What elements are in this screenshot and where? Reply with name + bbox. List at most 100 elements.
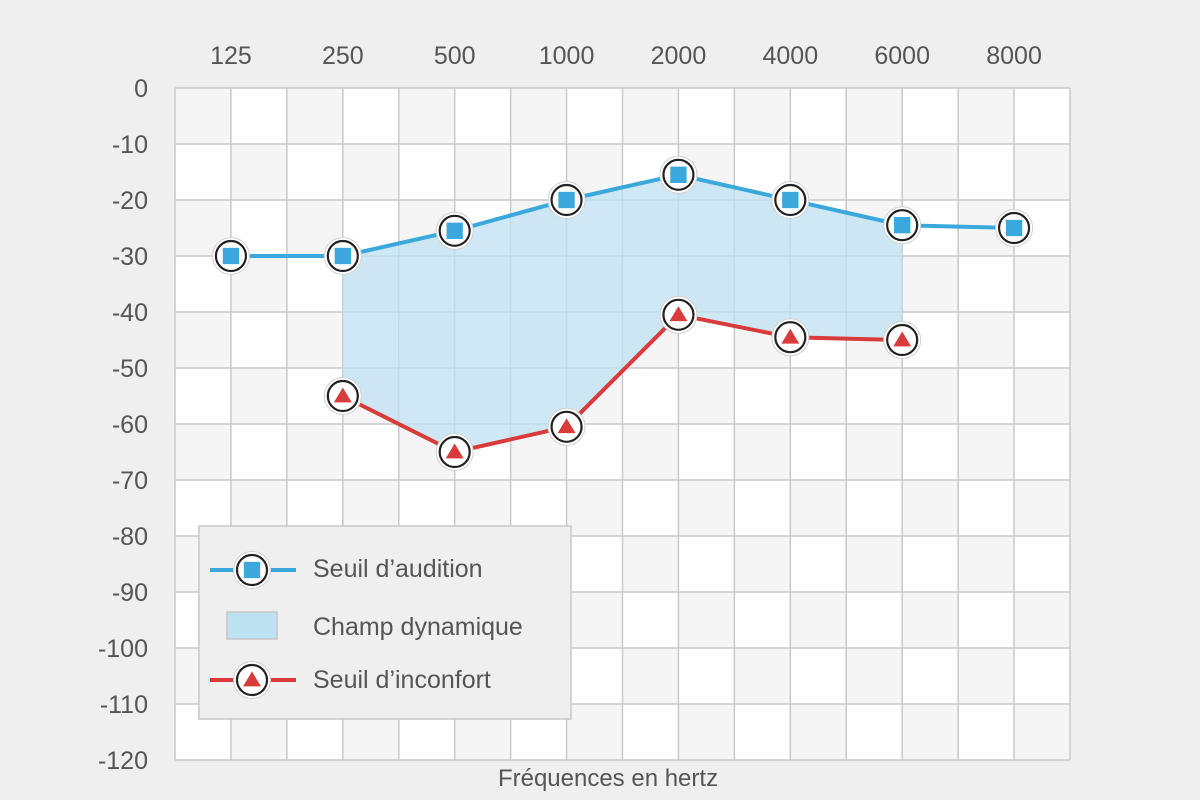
legend-label-dynamic-range: Champ dynamique [313, 613, 523, 641]
y-tick-label: -120 [98, 747, 148, 775]
grid-cell [902, 592, 959, 648]
y-tick-label: -40 [112, 299, 148, 327]
hearing-threshold-point [547, 181, 586, 219]
x-tick-label: 4000 [763, 42, 819, 70]
grid-cell [902, 480, 959, 536]
grid-cell [622, 88, 679, 144]
y-tick-label: -90 [112, 579, 148, 607]
grid-cell [454, 144, 511, 200]
discomfort-threshold-point [659, 295, 698, 334]
grid-cell [902, 368, 959, 424]
legend-label-hearing-threshold: Seuil d’audition [313, 555, 483, 583]
grid-cell [1014, 368, 1070, 424]
grid-cell [230, 144, 287, 200]
x-tick-label: 1000 [539, 42, 595, 70]
hearing-threshold-point [211, 237, 250, 275]
grid-cell [734, 648, 791, 704]
hearing-threshold-point [233, 551, 271, 589]
x-tick-label: 8000 [986, 42, 1042, 70]
legend-item-hearing-threshold [210, 551, 296, 589]
legend: Seuil d’audition Champ dynamique Seuil d… [198, 525, 572, 720]
grid-cell [790, 368, 847, 424]
grid-cell [790, 480, 847, 536]
grid-cell [622, 424, 679, 480]
hearing-threshold-point [883, 206, 922, 245]
grid-cell [790, 704, 847, 760]
grid-cell [734, 536, 791, 592]
grid-cell [678, 704, 735, 760]
hearing-threshold-point [995, 209, 1034, 247]
grid-cell [1014, 144, 1070, 200]
grid-cell [566, 592, 623, 648]
y-tick-label: -30 [112, 243, 148, 271]
hearing-threshold-point [435, 211, 474, 250]
legend-label-discomfort-threshold: Seuil d’inconfort [313, 666, 491, 694]
grid-cell [230, 368, 287, 424]
dynamic-range-area [342, 174, 903, 453]
y-tick-label: -100 [98, 635, 148, 663]
y-tick-label: -50 [112, 355, 148, 383]
grid-cell [958, 536, 1015, 592]
dynamic-range-fill [342, 174, 903, 453]
grid-cell [734, 88, 791, 144]
grid-cell [1014, 704, 1070, 760]
series-markers [211, 155, 1034, 471]
y-tick-label: -70 [112, 467, 148, 495]
hearing-threshold-point [323, 237, 362, 275]
legend-item-discomfort-threshold [210, 661, 296, 699]
grid-cell [958, 312, 1015, 368]
grid-cell [902, 704, 959, 760]
discomfort-threshold-point [883, 321, 922, 359]
grid-cell [398, 88, 455, 144]
grid-cell [1014, 592, 1070, 648]
x-axis-title: Fréquences en hertz [498, 765, 718, 792]
grid-cell [286, 88, 343, 144]
x-tick-label: 125 [210, 42, 252, 70]
grid-cell [678, 592, 735, 648]
grid-cell [958, 424, 1015, 480]
x-tick-label: 6000 [874, 42, 930, 70]
y-tick-label: 0 [134, 75, 148, 103]
hearing-threshold-point [659, 155, 698, 194]
discomfort-threshold-point [771, 318, 810, 357]
grid-cell [342, 144, 399, 200]
x-tick-label: 500 [434, 42, 476, 70]
legend-item-dynamic-range [226, 611, 278, 640]
grid-cell [958, 88, 1015, 144]
hearing-threshold-point [771, 181, 810, 219]
grid-cell [175, 424, 231, 480]
series-line-0 [230, 172, 1015, 258]
grid-cell [790, 592, 847, 648]
x-tick-label: 2000 [651, 42, 707, 70]
x-tick-label: 250 [322, 42, 364, 70]
grid-cell [175, 312, 231, 368]
grid-cell [175, 88, 231, 144]
grid-cell [846, 648, 903, 704]
y-tick-label: -80 [112, 523, 148, 551]
grid-cell [846, 424, 903, 480]
grid-cell [678, 368, 735, 424]
grid-cell [510, 88, 567, 144]
discomfort-threshold-point [233, 661, 271, 699]
grid-cell [622, 648, 679, 704]
grid-cell [286, 424, 343, 480]
discomfort-threshold-point [323, 377, 362, 415]
grid-cell [902, 256, 959, 312]
grid-cell [286, 312, 343, 368]
y-tick-labels: 0 -10 -20 -30 -40 -50 -60 -70 -80 -90 -100 -110 -120 [98, 75, 148, 775]
x-tick-labels: 125 250 500 1000 2000 4000 6000 8000 [210, 42, 1042, 70]
discomfort-threshold-point [547, 407, 586, 446]
y-tick-label: -110 [100, 691, 148, 719]
grid-cell [678, 480, 735, 536]
grid-cell [902, 144, 959, 200]
grid-cell [958, 648, 1015, 704]
grid-cell [622, 536, 679, 592]
y-tick-label: -10 [112, 131, 148, 159]
grid-cell [566, 704, 623, 760]
grid-cell [846, 88, 903, 144]
grid-cell [734, 424, 791, 480]
y-tick-label: -60 [112, 411, 148, 439]
grid-cell [1014, 256, 1070, 312]
grid-cell [846, 536, 903, 592]
